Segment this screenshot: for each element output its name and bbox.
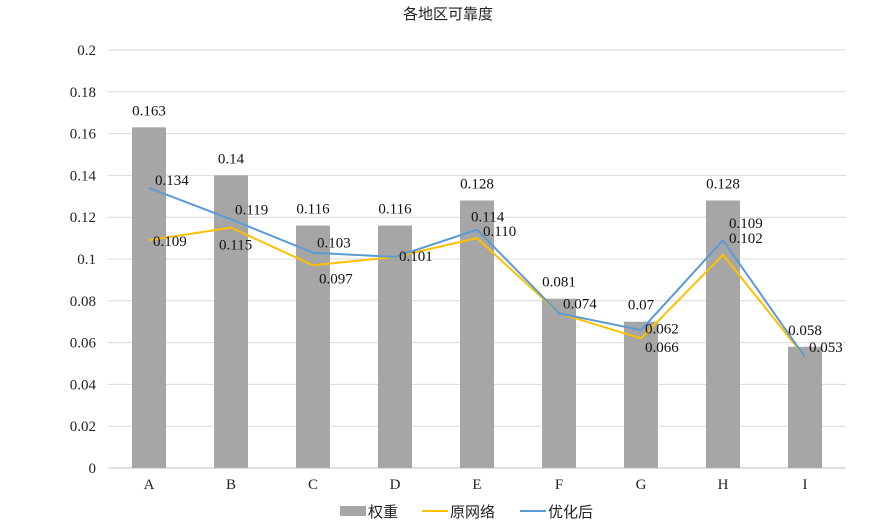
y-tick-label: 0.02 xyxy=(70,419,96,435)
line-data-label: 0.109 xyxy=(153,234,187,250)
legend-label: 权重 xyxy=(368,503,398,521)
chart-title: 各地区可靠度 xyxy=(403,5,493,23)
bar-A xyxy=(132,127,166,468)
y-tick-label: 0.04 xyxy=(70,377,97,393)
bar-data-label: 0.081 xyxy=(542,275,576,291)
bar-data-label: 0.128 xyxy=(460,176,494,192)
line-data-label: 0.066 xyxy=(645,340,679,356)
y-tick-label: 0.18 xyxy=(70,85,96,101)
bar-series xyxy=(132,127,822,469)
line-data-label: 0.097 xyxy=(319,271,353,287)
line-data-label: 0.110 xyxy=(483,224,516,240)
bar-data-label: 0.116 xyxy=(296,202,330,218)
x-tick-label: B xyxy=(226,477,236,493)
legend-label: 优化后 xyxy=(548,503,593,521)
line-data-label: 0.102 xyxy=(729,231,763,247)
y-tick-label: 0.16 xyxy=(70,127,97,143)
x-tick-label: E xyxy=(472,477,481,493)
line-data-label: 0.119 xyxy=(235,202,268,218)
bar-C xyxy=(296,225,330,468)
legend-label: 原网络 xyxy=(450,503,495,521)
bar-F xyxy=(542,298,576,468)
line-data-label: 0.062 xyxy=(645,321,679,337)
y-tick-label: 0.1 xyxy=(77,252,96,268)
line-data-label: 0.115 xyxy=(219,238,252,254)
x-tick-label: D xyxy=(390,477,401,493)
x-tick-label: H xyxy=(718,477,729,493)
y-tick-label: 0.06 xyxy=(70,336,97,352)
line-data-label: 0.074 xyxy=(563,296,597,312)
x-axis-ticks: A B C D E F G H I xyxy=(144,477,808,493)
line-data-label: 0.103 xyxy=(317,236,351,252)
line-原网络 xyxy=(148,226,806,358)
data-labels: 0.163 0.14 0.116 0.116 0.128 0.081 0.07 0.128 0.… xyxy=(132,103,843,356)
y-tick-label: 0.08 xyxy=(70,294,96,310)
line-data-label: 0.114 xyxy=(471,210,505,226)
x-tick-label: I xyxy=(803,477,808,493)
bar-data-label: 0.058 xyxy=(788,323,822,339)
y-tick-label: 0.14 xyxy=(70,168,97,184)
bar-E xyxy=(460,200,494,469)
line-series xyxy=(148,187,806,358)
y-tick-label: 0.12 xyxy=(70,210,96,226)
line-data-label: 0.053 xyxy=(809,340,843,356)
x-tick-label: C xyxy=(308,477,318,493)
y-axis-ticks: 0 0.02 0.04 0.06 0.08 0.1 0.12 0.14 0.16 0.18 0.2 xyxy=(70,43,97,477)
y-tick-label: 0.2 xyxy=(77,43,96,59)
bar-data-label: 0.07 xyxy=(628,298,655,314)
bar-G xyxy=(624,321,658,468)
bar-data-label: 0.14 xyxy=(218,151,245,167)
bar-data-label: 0.128 xyxy=(706,176,740,192)
bar-D xyxy=(378,225,412,468)
x-tick-label: G xyxy=(636,477,647,493)
line-data-label: 0.109 xyxy=(729,216,763,232)
legend: 权重 原网络 优化后 xyxy=(340,503,593,521)
bar-H xyxy=(706,200,740,469)
bar-I xyxy=(788,346,822,468)
line-data-label: 0.101 xyxy=(399,249,433,265)
bar-data-label: 0.163 xyxy=(132,103,166,119)
line-data-label: 0.134 xyxy=(155,173,189,189)
x-tick-label: F xyxy=(555,477,563,493)
y-tick-label: 0 xyxy=(89,461,97,477)
line-优化后 xyxy=(148,187,806,358)
bar-data-label: 0.116 xyxy=(378,202,412,218)
legend-swatch xyxy=(340,506,366,516)
x-tick-label: A xyxy=(144,477,155,493)
